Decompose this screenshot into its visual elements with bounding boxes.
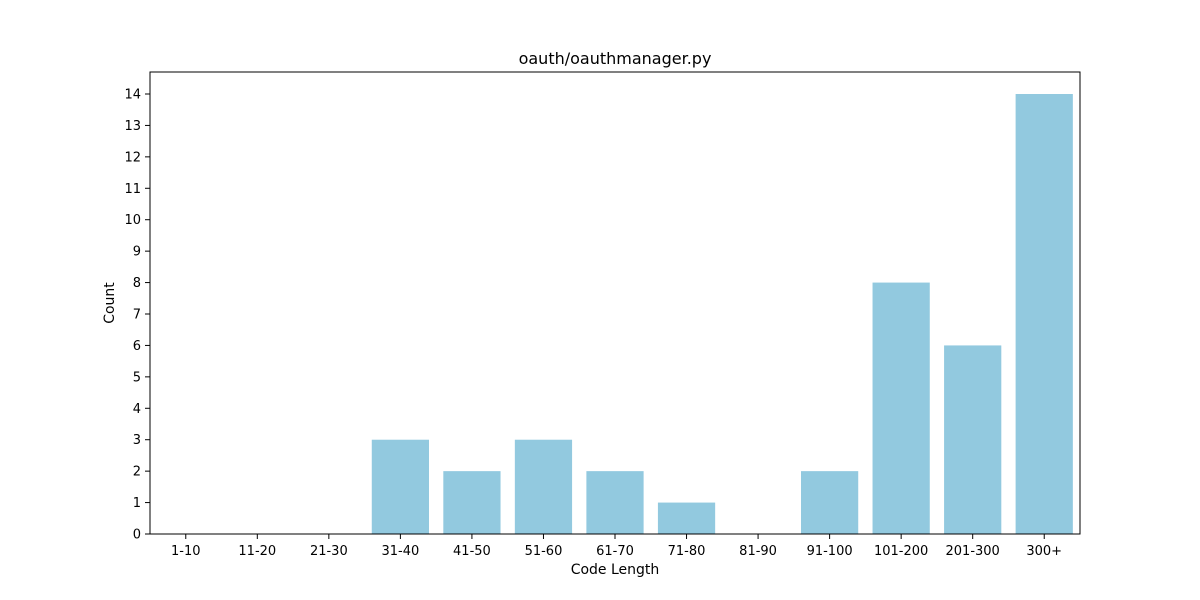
y-tick-label: 12 [124, 150, 141, 165]
x-tick-label: 101-200 [874, 544, 928, 559]
plot-frame [149, 71, 1081, 535]
bar-91-100 [801, 471, 859, 534]
bar-300+ [1015, 94, 1073, 534]
y-tick-label: 7 [133, 308, 141, 323]
y-tick-label: 9 [133, 245, 141, 260]
x-tick-label: 71-80 [668, 544, 706, 559]
x-axis-ticks: 1-10 11-20 21-30 31-40 41-50 51-60 61-70 71-80 8… [171, 534, 1062, 559]
y-tick-label: 2 [133, 465, 141, 480]
x-tick-label: 81-90 [739, 544, 777, 559]
bar-71-80 [657, 502, 716, 534]
bar-201-300 [944, 345, 1002, 534]
x-tick-label: 11-20 [238, 544, 276, 559]
y-tick-label: 13 [124, 119, 141, 134]
x-tick-label: 61-70 [596, 544, 634, 559]
x-tick-label: 51-60 [525, 544, 563, 559]
y-tick-label: 8 [133, 276, 141, 291]
y-tick-label: 5 [133, 370, 141, 385]
y-tick-label: 10 [124, 213, 141, 228]
bar-31-40 [371, 439, 429, 534]
x-tick-label: 1-10 [171, 544, 201, 559]
bar-101-200 [872, 282, 930, 534]
x-tick-label: 300+ [1026, 544, 1062, 559]
x-tick-label: 31-40 [381, 544, 419, 559]
chart-title: oauth/oauthmanager.py [519, 49, 712, 68]
y-tick-label: 1 [133, 496, 141, 511]
x-tick-label: 21-30 [310, 544, 348, 559]
y-tick-label: 4 [133, 402, 141, 417]
y-tick-label: 0 [133, 528, 141, 543]
bar-41-50 [443, 471, 501, 534]
bar-61-70 [586, 471, 644, 534]
x-tick-label: 91-100 [807, 544, 853, 559]
x-axis-label: Code Length [571, 562, 660, 578]
y-axis-label: Count [102, 282, 118, 324]
bars-group [371, 94, 1073, 534]
y-tick-label: 11 [124, 182, 141, 197]
x-tick-label: 201-300 [946, 544, 1000, 559]
x-tick-label: 41-50 [453, 544, 491, 559]
y-tick-label: 6 [133, 339, 141, 354]
bar-51-60 [514, 439, 573, 534]
y-tick-label: 14 [124, 88, 141, 103]
y-tick-label: 3 [133, 433, 141, 448]
